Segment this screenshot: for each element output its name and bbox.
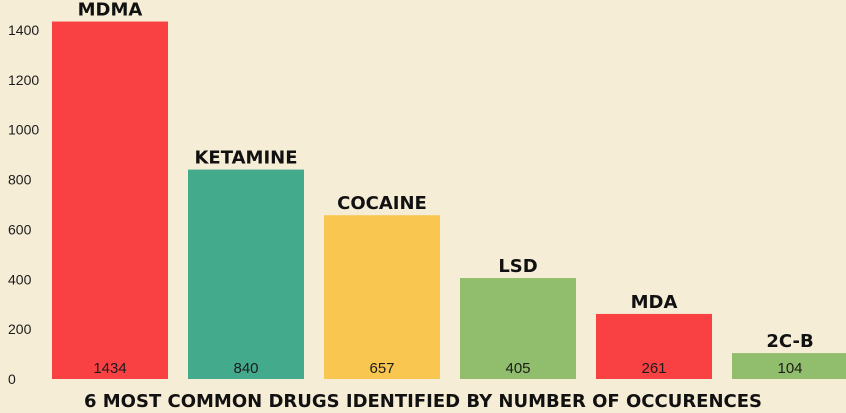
value-label: 840 bbox=[233, 360, 258, 377]
value-label: 405 bbox=[505, 360, 530, 377]
category-label: KETAMINE bbox=[194, 148, 297, 169]
category-label: COCAINE bbox=[337, 193, 427, 214]
value-label: 1434 bbox=[93, 360, 126, 377]
bar-ketamine bbox=[188, 169, 304, 379]
value-labels: 1434 840 657 405 261 104 bbox=[93, 360, 802, 377]
y-tick-label: 0 bbox=[8, 371, 16, 387]
y-tick-label: 600 bbox=[8, 221, 32, 237]
y-tick-label: 400 bbox=[8, 271, 32, 287]
y-tick-label: 1000 bbox=[8, 122, 39, 138]
bar-mda bbox=[596, 313, 712, 379]
category-labels: MDMA KETAMINE COCAINE LSD MDA 2C-B bbox=[78, 0, 814, 352]
y-tick-label: 200 bbox=[8, 321, 32, 337]
y-tick-label: 800 bbox=[8, 172, 32, 188]
y-tick-label: 1200 bbox=[8, 72, 39, 88]
category-label: MDA bbox=[631, 292, 678, 313]
value-label: 261 bbox=[641, 360, 666, 377]
y-tick-label: 1400 bbox=[8, 22, 39, 38]
bar-mdma bbox=[52, 21, 168, 379]
category-label: MDMA bbox=[78, 0, 143, 21]
category-label: 2C-B bbox=[766, 331, 813, 352]
y-axis: 0 200 400 600 800 1000 1200 1400 bbox=[8, 22, 39, 387]
bars-group bbox=[52, 21, 846, 379]
category-label: LSD bbox=[498, 256, 537, 277]
bar-lsd bbox=[460, 278, 576, 379]
bar-2c-b bbox=[732, 353, 846, 379]
chart-title: 6 MOST COMMON DRUGS IDENTIFIED BY NUMBER… bbox=[84, 391, 762, 412]
bar-cocaine bbox=[324, 215, 440, 379]
value-label: 104 bbox=[777, 360, 802, 377]
value-label: 657 bbox=[369, 360, 394, 377]
